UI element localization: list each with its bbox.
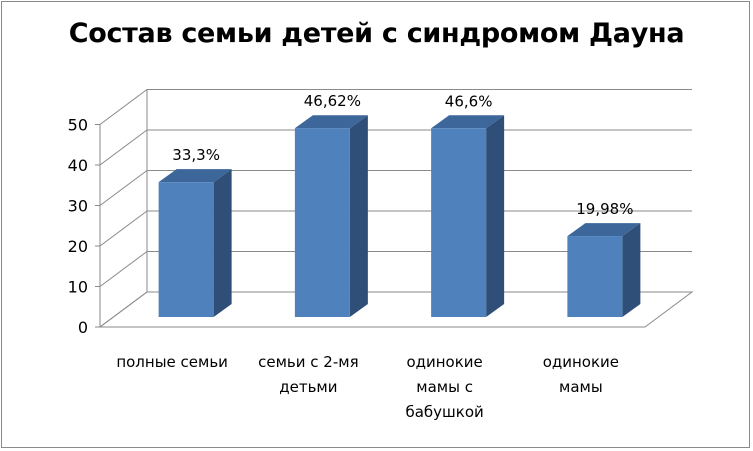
x-tick-label: семьи с 2-мя (258, 353, 358, 371)
x-tick-label: мамы (559, 378, 603, 396)
x-tick-label: бабушкой (405, 403, 483, 421)
y-tick-label: 30 (68, 197, 88, 216)
x-tick-label: мамы с (416, 378, 473, 396)
data-label: 19,98% (576, 200, 633, 218)
y-tick-label: 50 (68, 116, 88, 135)
bar-side (486, 115, 505, 318)
bar-side (213, 169, 232, 317)
side-grid-line (99, 170, 148, 206)
data-label: 46,6% (445, 92, 493, 110)
x-tick-label: одинокие (406, 353, 482, 371)
x-tick-label: детьми (279, 378, 337, 396)
bar (294, 128, 350, 317)
side-grid-line (99, 129, 148, 166)
bar-top (567, 223, 641, 237)
bar-top (158, 169, 232, 183)
y-tick-label: 20 (68, 237, 88, 256)
bar (567, 236, 623, 317)
bar-side (349, 115, 368, 318)
y-tick-label: 40 (68, 156, 88, 175)
y-tick-label: 0 (78, 318, 88, 337)
floor-plane (98, 291, 694, 328)
y-tick-label: 10 (68, 278, 88, 297)
side-grid-line (99, 210, 148, 247)
chart-title: Состав семьи детей с синдромом Дауна (68, 18, 685, 49)
side-grid-line (99, 251, 148, 287)
bar (431, 128, 487, 317)
side-grid-line (99, 89, 148, 125)
bar-side (622, 223, 641, 317)
data-label: 33,3% (172, 146, 220, 164)
x-tick-label: одинокие (543, 353, 619, 371)
data-label: 46,62% (304, 92, 361, 110)
bar-top (431, 115, 505, 129)
x-tick-label: полные семьи (116, 353, 228, 371)
bar (158, 182, 214, 317)
bar-top (294, 115, 368, 129)
